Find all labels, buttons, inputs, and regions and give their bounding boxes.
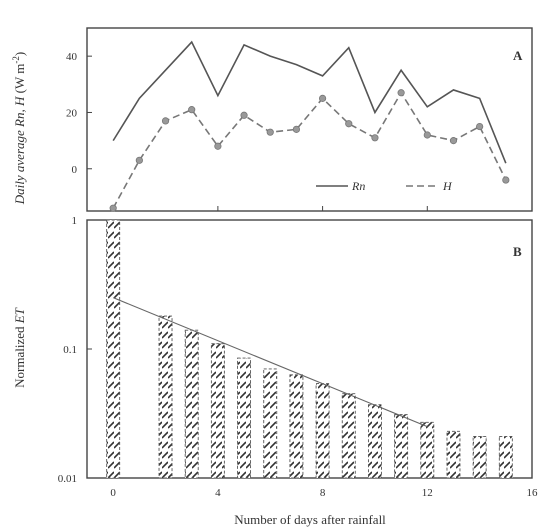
et-bar [315, 383, 330, 479]
et-bar [367, 404, 382, 479]
et-bar [184, 329, 199, 479]
series-h-point [240, 111, 248, 119]
panel-a-y-ticks: 0 20 40 [66, 51, 92, 176]
series-h-point [318, 94, 327, 102]
series-rn-line [112, 40, 507, 164]
panel-b-fit-line [112, 297, 428, 428]
panel-a: 0 20 40 A Daily average Rn, H (W m-2) Rn H [11, 27, 533, 212]
series-h-point [188, 106, 196, 114]
et-bar [394, 414, 409, 479]
series-h-point [371, 134, 379, 142]
et-bar [237, 357, 252, 479]
panel-a-frame [86, 27, 533, 212]
panel-a-legend: Rn H [316, 179, 453, 193]
panel-a-y-tick-label: 40 [66, 51, 78, 63]
et-bar [158, 315, 173, 479]
et-bar [289, 374, 304, 479]
et-bar [472, 435, 487, 479]
panel-b-y-ticks: 0.01 0.1 1 [58, 215, 92, 485]
panel-a-series [109, 40, 510, 212]
series-h-point [161, 117, 170, 125]
series-h-line [112, 91, 507, 209]
panel-b-letter: B [513, 244, 522, 259]
legend-h-label: H [442, 179, 453, 193]
et-bar [263, 368, 278, 479]
series-h-point [135, 156, 143, 164]
panel-b-y-tick-label: 0.1 [63, 344, 77, 356]
panel-b-frame [86, 219, 533, 479]
panel-a-letter: A [513, 48, 523, 63]
legend-rn-label: Rn [351, 179, 365, 193]
panel-b-x-tick-label: 16 [527, 487, 539, 499]
series-h-point [292, 125, 301, 133]
et-bar [106, 219, 121, 479]
panel-a-y-axis-title: Daily average Rn, H (W m-2) [11, 52, 27, 205]
series-h-point [502, 176, 510, 184]
series-h-point [109, 204, 117, 212]
et-bar [210, 343, 225, 479]
et-bar [420, 421, 435, 479]
series-h-point [345, 120, 353, 128]
panel-b-y-tick-label: 0.01 [58, 473, 77, 485]
series-h-point [266, 128, 274, 136]
panel-b: 0.01 0.1 1 0 4 8 12 16 B Normalized ET Number … [12, 215, 538, 527]
panel-a-y-tick-label: 20 [66, 107, 78, 119]
et-bar [498, 435, 513, 479]
series-h-point [397, 89, 405, 97]
series-h-point [214, 142, 222, 150]
series-h-point [476, 122, 484, 131]
panel-b-x-tick-label: 0 [110, 487, 116, 499]
series-h-point [449, 137, 458, 145]
panel-b-x-axis-title: Number of days after rainfall [234, 512, 386, 527]
et-bar [446, 430, 461, 479]
panel-b-x-tick-label: 4 [215, 487, 221, 499]
et-bar [341, 393, 356, 479]
panel-b-x-tick-label: 12 [422, 487, 433, 499]
panel-b-bars [106, 219, 513, 479]
series-h-point [423, 131, 431, 139]
panel-b-y-axis-title: Normalized ET [12, 307, 27, 388]
panel-b-y-tick-label: 1 [72, 215, 78, 227]
panel-b-x-tick-label: 8 [320, 487, 326, 499]
panel-a-y-tick-label: 0 [72, 164, 78, 176]
panel-a-x-ticks [112, 206, 533, 211]
